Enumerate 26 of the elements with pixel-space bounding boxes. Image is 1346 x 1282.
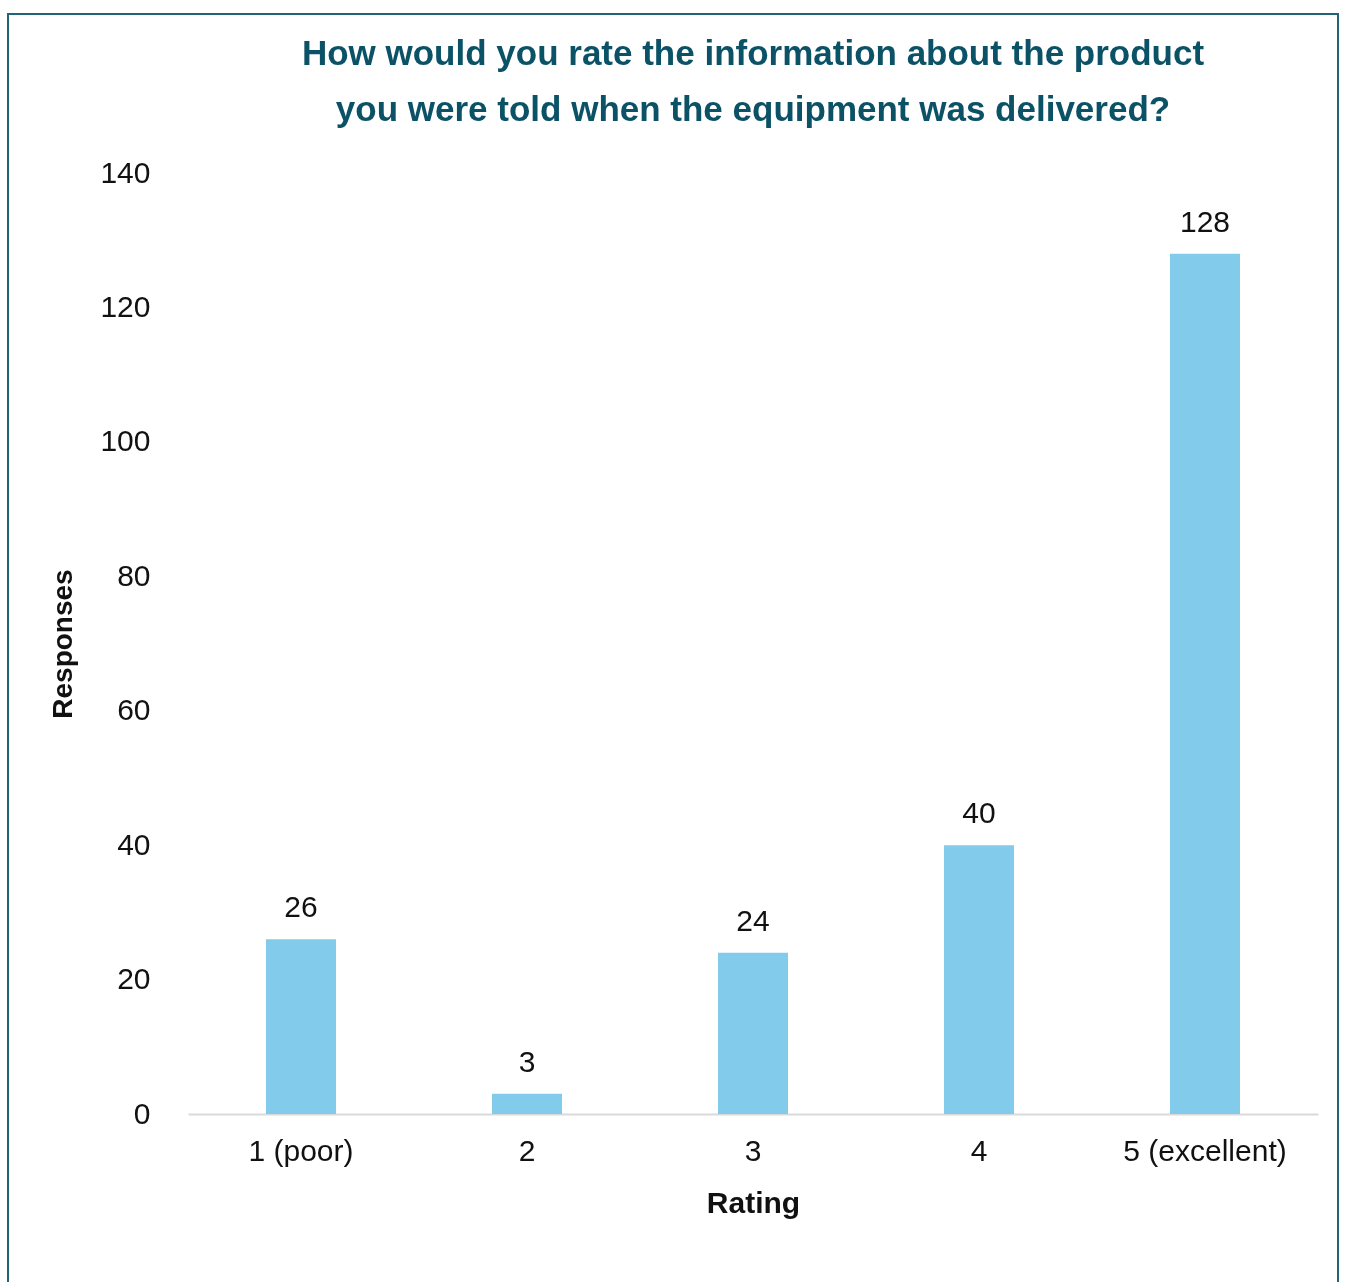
x-axis-title: Rating xyxy=(706,1185,801,1219)
y-tick-label: 20 xyxy=(117,962,151,996)
y-tick-label: 100 xyxy=(100,424,151,458)
x-tick-label: 5 (excellent) xyxy=(1123,1133,1287,1167)
y-tick-label: 120 xyxy=(100,289,151,323)
x-tick-label: 2 xyxy=(518,1133,536,1167)
y-axis-title: Responses xyxy=(47,569,79,719)
y-tick-label: 0 xyxy=(133,1096,151,1130)
y-tick-label: 60 xyxy=(117,693,151,727)
bar xyxy=(944,845,1014,1114)
bar xyxy=(266,939,336,1114)
y-tick-label: 40 xyxy=(117,827,151,861)
bar xyxy=(492,1093,562,1114)
data-label: 24 xyxy=(736,903,770,937)
data-label: 40 xyxy=(962,796,996,830)
y-tick-label: 140 xyxy=(100,155,151,189)
data-label: 3 xyxy=(518,1044,536,1078)
x-tick-label: 3 xyxy=(744,1133,762,1167)
data-label: 128 xyxy=(1179,204,1231,238)
bar xyxy=(1170,253,1240,1114)
x-tick-label: 4 xyxy=(970,1133,988,1167)
x-tick-label: 1 (poor) xyxy=(248,1133,354,1167)
y-tick-label: 80 xyxy=(117,558,151,592)
chart-title: How would you rate the information about the product you were told when the equipment was delivered? xyxy=(301,33,1205,128)
data-label: 26 xyxy=(284,890,318,924)
bar xyxy=(718,952,788,1114)
